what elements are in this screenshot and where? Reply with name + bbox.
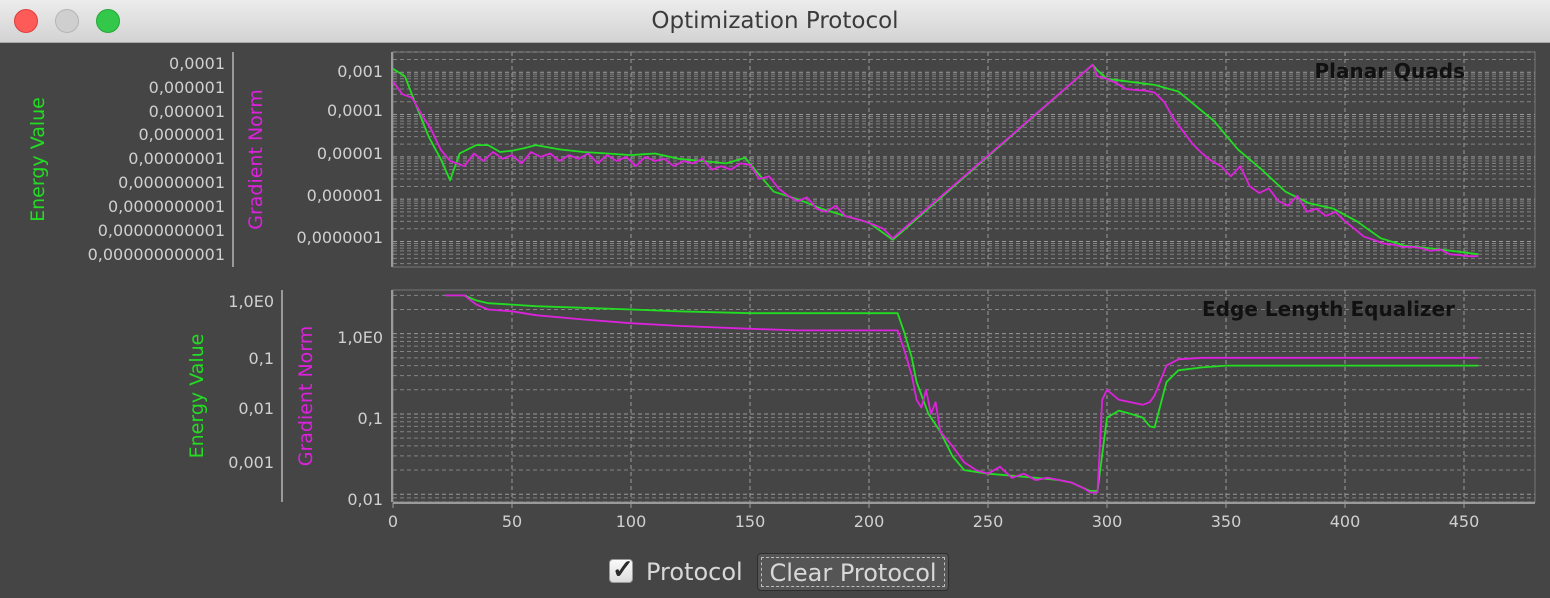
- energy-tick-label: 0,00000000001: [98, 221, 225, 240]
- x-tick-label: 100: [616, 512, 647, 531]
- edge-length-equalizer-chart: 1,0E0 0,1 0,01 1,0E0 0,1 0,01 0,001 Energy Valu…: [186, 289, 1536, 531]
- chart-title: Planar Quads: [1314, 59, 1465, 83]
- gradient-norm-line: [445, 294, 1479, 494]
- energy-tick-label: 0,0000001: [138, 125, 225, 144]
- energy-axis-label: Energy Value: [186, 334, 208, 459]
- x-tick-label: 50: [502, 512, 522, 531]
- protocol-checkbox[interactable]: ✓: [609, 554, 634, 584]
- clear-protocol-button[interactable]: Clear Protocol: [757, 553, 949, 591]
- checkmark-icon: ✓: [612, 554, 634, 584]
- energy-tick-label: 0,000000001: [118, 173, 225, 192]
- energy-value-line: [392, 63, 1479, 256]
- x-tick-label: 350: [1211, 512, 1242, 531]
- plot-frame: [392, 51, 1536, 268]
- title-bar: Optimization Protocol: [0, 0, 1550, 43]
- charts-area: 0,001 0,0001 0,00001 0,000001 0,0000001 0,000…: [27, 51, 1536, 531]
- x-tick-label: 200: [854, 512, 885, 531]
- gradient-axis-label: Gradient Norm: [245, 89, 267, 230]
- x-tick-label: 400: [1330, 512, 1361, 531]
- energy-tick-label: 1,0E0: [228, 292, 274, 311]
- gradient-tick-label: 0,01: [347, 490, 383, 509]
- energy-tick-label: 0,0000000001: [108, 197, 225, 216]
- minimize-window-button[interactable]: [55, 9, 79, 33]
- energy-tick-label: 0,01: [238, 399, 274, 418]
- x-tick-label: 250: [973, 512, 1004, 531]
- x-tick-label: 450: [1449, 512, 1480, 531]
- gradient-norm-line: [392, 63, 1479, 258]
- energy-tick-label: 0,0001: [169, 54, 225, 73]
- gradient-tick-label: 0,0000001: [296, 228, 383, 247]
- energy-tick-label: 0,000001: [149, 102, 225, 121]
- bottom-controls: ✓ Protocol Clear Protocol: [0, 552, 1550, 598]
- gradient-tick-label: 0,000001: [307, 186, 383, 205]
- energy-value-line: [445, 294, 1479, 492]
- gradient-tick-label: 0,001: [337, 62, 383, 81]
- energy-tick-label: 0,001: [228, 453, 274, 472]
- energy-tick-label: 0,000000000001: [88, 245, 225, 264]
- energy-axis-label: Energy Value: [27, 97, 49, 222]
- close-window-button[interactable]: [14, 9, 38, 33]
- energy-tick-label: 0,1: [249, 349, 274, 368]
- energy-tick-label: 0,000001: [149, 78, 225, 97]
- chart-title: Edge Length Equalizer: [1202, 297, 1455, 321]
- x-tick-label: 0: [388, 512, 398, 531]
- gradient-tick-label: 0,0001: [327, 101, 383, 120]
- protocol-label[interactable]: Protocol: [646, 558, 743, 586]
- energy-tick-label: 0,00000001: [128, 149, 225, 168]
- window-title: Optimization Protocol: [651, 8, 899, 34]
- clear-protocol-label: Clear Protocol: [769, 559, 937, 587]
- gradient-axis-label: Gradient Norm: [295, 326, 317, 467]
- gradient-tick-label: 1,0E0: [337, 328, 383, 347]
- planar-quads-chart: 0,001 0,0001 0,00001 0,000001 0,0000001 0,000…: [27, 51, 1536, 268]
- x-tick-label: 150: [735, 512, 766, 531]
- gradient-tick-label: 0,1: [358, 409, 383, 428]
- gradient-tick-label: 0,00001: [317, 144, 383, 163]
- zoom-window-button[interactable]: [96, 9, 120, 33]
- focus-ring: [761, 557, 945, 587]
- x-tick-label: 300: [1092, 512, 1123, 531]
